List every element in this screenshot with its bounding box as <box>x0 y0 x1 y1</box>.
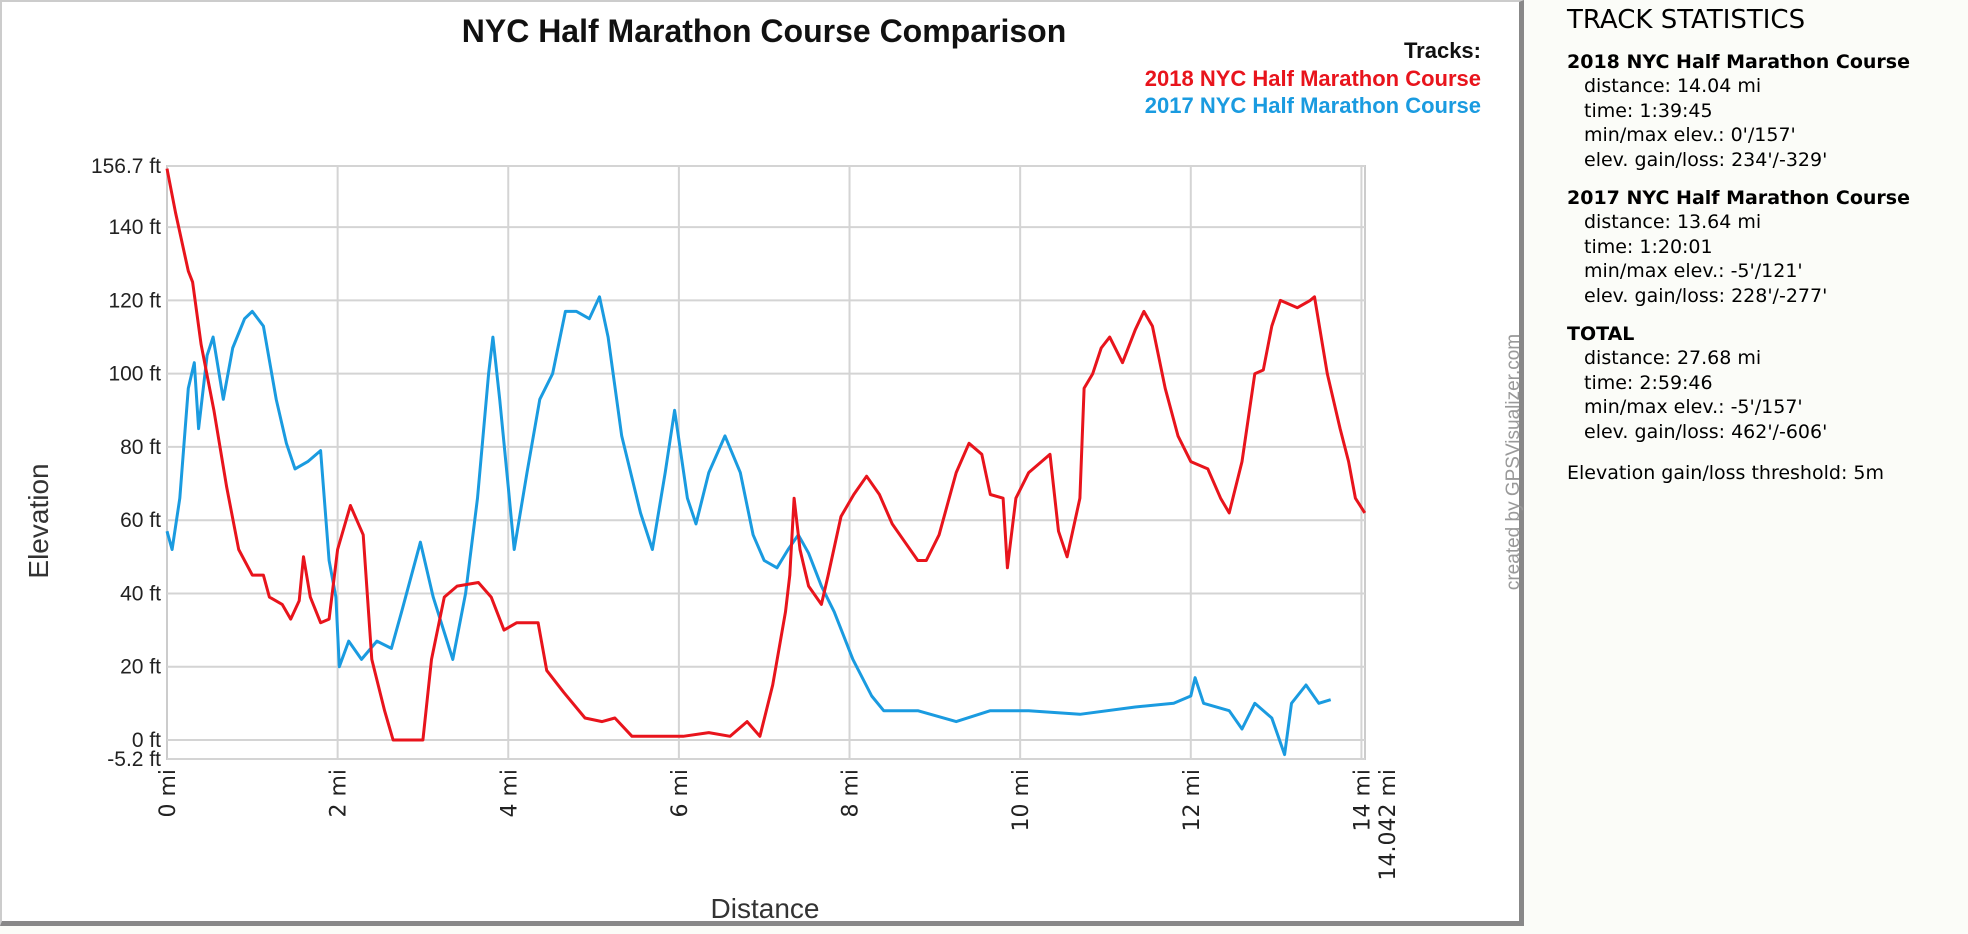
stat-gainloss: elev. gain/loss: 462'/-606' <box>1584 420 1828 443</box>
legend-entry-2018[interactable]: 2018 NYC Half Marathon Course <box>1145 66 1481 91</box>
y-tick-label: 20 ft <box>120 656 161 679</box>
stat-distance: distance: 27.68 mi <box>1584 347 1762 369</box>
stats-title: TRACK STATISTICS <box>1567 5 1806 35</box>
y-tick-label: 140 ft <box>108 216 161 239</box>
group-heading: 2018 NYC Half Marathon Course <box>1567 51 1910 73</box>
track-statistics-panel: TRACK STATISTICS 2018 NYC Half Marathon … <box>1567 0 1967 484</box>
series-line-2017 <box>165 295 1332 757</box>
x-tick-label: 14 mi <box>1350 769 1375 832</box>
y-axis-label: Elevation <box>23 463 54 578</box>
y-tick-label: 100 ft <box>108 363 161 386</box>
y-tick-label: 80 ft <box>120 436 161 459</box>
y-tick-label: 0 ft <box>132 729 161 752</box>
threshold-note: Elevation gain/loss threshold: 5m <box>1567 462 1884 484</box>
x-tick-label: 0 mi <box>156 769 181 818</box>
x-tick-label: 2 mi <box>327 769 352 818</box>
chart-title: NYC Half Marathon Course Comparison <box>462 13 1067 49</box>
stat-distance: distance: 14.04 mi <box>1584 75 1762 97</box>
x-tick-label: 10 mi <box>1009 769 1034 832</box>
x-axis-label: Distance <box>711 893 820 924</box>
legend-entry-2017[interactable]: 2017 NYC Half Marathon Course <box>1145 93 1481 118</box>
stats-group-2017: 2017 NYC Half Marathon Course distance: … <box>1567 186 1967 308</box>
stat-time: time: 1:20:01 <box>1584 235 1713 258</box>
group-heading: 2017 NYC Half Marathon Course <box>1567 187 1910 209</box>
y-tick-label: 60 ft <box>120 509 161 532</box>
stat-time: time: 1:39:45 <box>1584 99 1713 122</box>
x-tick-label: 8 mi <box>839 769 864 818</box>
stat-time: time: 2:59:46 <box>1584 371 1713 394</box>
stat-gainloss: elev. gain/loss: 234'/-329' <box>1584 148 1828 171</box>
legend-title: Tracks: <box>1404 38 1481 63</box>
y-tick-label: -5.2 ft <box>107 748 161 771</box>
group-heading: TOTAL <box>1567 323 1635 345</box>
chart-panel <box>0 0 1524 926</box>
y-tick-label: 120 ft <box>108 289 161 312</box>
stat-distance: distance: 13.64 mi <box>1584 211 1762 233</box>
plot-frame <box>166 165 1366 760</box>
x-tick-label: 14.042 mi <box>1376 769 1401 881</box>
y-tick-label: 156.7 ft <box>91 155 161 178</box>
stats-group-2018: 2018 NYC Half Marathon Course distance: … <box>1567 50 1967 172</box>
credit-text: created by GPSVisualizer.com <box>1503 334 1524 590</box>
stat-minmax: min/max elev.: -5'/121' <box>1584 260 1803 282</box>
x-tick-label: 6 mi <box>668 769 693 818</box>
elevation-chart: NYC Half Marathon Course Comparison Trac… <box>23 13 1524 924</box>
y-tick-label: 40 ft <box>120 582 161 605</box>
x-tick-label: 4 mi <box>497 769 522 818</box>
stat-minmax: min/max elev.: 0'/157' <box>1584 124 1796 146</box>
series-line-2018 <box>165 168 1367 742</box>
x-tick-label: 12 mi <box>1180 769 1205 832</box>
stat-gainloss: elev. gain/loss: 228'/-277' <box>1584 284 1828 307</box>
stats-group-total: TOTAL distance: 27.68 mi time: 2:59:46 m… <box>1567 322 1967 444</box>
stat-minmax: min/max elev.: -5'/157' <box>1584 396 1803 418</box>
